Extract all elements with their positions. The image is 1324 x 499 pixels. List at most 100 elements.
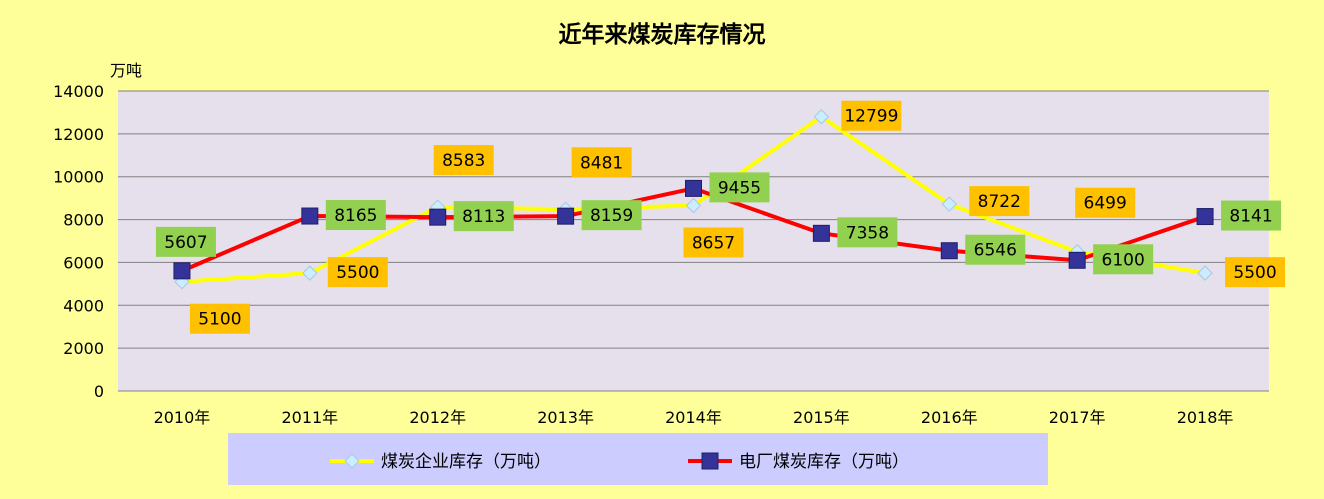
y-axis-unit-label: 万吨 xyxy=(110,61,142,80)
data-label-value: 5500 xyxy=(336,263,379,283)
data-label-value: 8481 xyxy=(580,153,623,173)
y-axis-ticks: 0 2000 4000 6000 8000 10000 12000 14000 xyxy=(53,82,104,401)
data-label-series-0: 8722 xyxy=(969,186,1030,217)
gridlines xyxy=(118,90,1269,392)
data-label-box xyxy=(189,303,250,334)
y-tick-label: 6000 xyxy=(63,253,104,272)
series-markers xyxy=(173,109,1214,290)
data-label-value: 5100 xyxy=(198,310,241,330)
data-label-box xyxy=(327,257,388,288)
data-label-series-0: 12799 xyxy=(841,100,902,131)
x-tick-label: 2011年 xyxy=(281,408,338,427)
data-label-box xyxy=(155,226,216,257)
data-label-value: 6546 xyxy=(974,241,1017,261)
data-label-series-0: 5500 xyxy=(327,257,388,288)
data-label-value: 6100 xyxy=(1102,250,1145,270)
data-label-series-0: 8657 xyxy=(683,227,744,258)
x-axis-ticks: 2010年 2011年 2012年 2013年 2014年 2015年 2016年 2017年… xyxy=(154,408,1234,427)
data-label-value: 7358 xyxy=(846,223,889,243)
data-label-box xyxy=(433,145,494,176)
data-label-series-1: 8165 xyxy=(325,200,386,231)
data-label-value: 8165 xyxy=(334,206,377,226)
x-tick-label: 2017年 xyxy=(1049,408,1106,427)
data-label-series-0: 8583 xyxy=(433,145,494,176)
data-label-value: 8141 xyxy=(1229,207,1272,227)
data-label-value: 5607 xyxy=(164,233,207,253)
data-label-box xyxy=(1225,257,1286,288)
series-1-point xyxy=(940,242,958,260)
series-1-point xyxy=(1068,251,1086,269)
series-1-point xyxy=(557,207,575,225)
data-label-box xyxy=(1093,244,1154,275)
x-tick-label: 2014年 xyxy=(665,408,722,427)
series-1-point xyxy=(429,208,447,226)
data-label-box xyxy=(581,200,642,231)
data-label-series-0: 8481 xyxy=(571,147,632,178)
data-label-box xyxy=(709,172,770,203)
data-label-series-0: 5500 xyxy=(1225,257,1286,288)
y-tick-label: 0 xyxy=(94,382,104,401)
data-label-value: 8583 xyxy=(442,151,485,171)
series-0-point xyxy=(1197,265,1213,281)
data-label-series-1: 8113 xyxy=(453,201,514,232)
data-label-value: 8722 xyxy=(978,192,1021,212)
data-label-box xyxy=(965,234,1026,265)
data-label-box xyxy=(969,186,1030,217)
legend-label: 煤炭企业库存（万吨） xyxy=(381,452,551,472)
legend-marker xyxy=(701,452,719,470)
data-label-value: 6499 xyxy=(1084,194,1127,214)
x-tick-label: 2013年 xyxy=(537,408,594,427)
data-label-series-1: 8141 xyxy=(1221,200,1282,231)
x-tick-label: 2015年 xyxy=(793,408,850,427)
data-label-box xyxy=(453,201,514,232)
y-tick-label: 8000 xyxy=(63,211,104,230)
series-1-point xyxy=(1196,208,1214,226)
data-labels: 5100 5500 8583 8481 8657 12799 8722 6499 5500 560… xyxy=(155,100,1286,334)
series-1-point xyxy=(301,207,319,225)
series-0-point xyxy=(813,109,830,125)
series-1-point xyxy=(685,179,702,197)
legend-marker xyxy=(344,453,360,469)
series-0-point xyxy=(941,196,957,212)
data-label-box xyxy=(1221,200,1282,231)
data-label-box xyxy=(837,217,898,248)
data-label-series-1: 7358 xyxy=(837,217,898,248)
data-label-box xyxy=(683,227,744,258)
legend-item-0: 煤炭企业库存（万吨） xyxy=(330,452,551,472)
data-label-series-0: 6499 xyxy=(1075,187,1136,218)
data-label-value: 12799 xyxy=(844,107,898,127)
data-label-box xyxy=(571,147,632,178)
y-tick-label: 2000 xyxy=(63,339,104,358)
data-label-box xyxy=(1075,187,1136,218)
chart-title: 近年来煤炭库存情况 xyxy=(559,21,766,48)
legend-label: 电厂煤炭库存（万吨） xyxy=(739,452,909,472)
data-label-box xyxy=(325,200,386,231)
y-tick-label: 12000 xyxy=(53,125,104,144)
y-tick-label: 10000 xyxy=(53,168,104,187)
data-label-series-1: 6546 xyxy=(965,234,1026,265)
series-0-point xyxy=(685,197,702,214)
x-tick-label: 2016年 xyxy=(921,408,978,427)
data-label-value: 8113 xyxy=(462,207,505,227)
legend: 煤炭企业库存（万吨） 电厂煤炭库存（万吨） xyxy=(330,452,909,472)
data-label-series-1: 8159 xyxy=(581,200,642,231)
data-label-box xyxy=(841,100,902,131)
series-0-point xyxy=(302,265,318,281)
data-label-value: 8657 xyxy=(692,233,735,253)
series-1-point xyxy=(173,262,191,280)
y-tick-label: 14000 xyxy=(53,82,104,101)
legend-item-1: 电厂煤炭库存（万吨） xyxy=(688,452,909,472)
data-label-value: 8159 xyxy=(590,206,633,226)
data-label-series-0: 5100 xyxy=(189,303,250,334)
data-label-series-1: 6100 xyxy=(1093,244,1154,275)
data-label-value: 5500 xyxy=(1233,263,1276,283)
data-label-series-1: 5607 xyxy=(155,226,216,257)
data-label-series-1: 9455 xyxy=(709,172,770,203)
x-tick-label: 2018年 xyxy=(1177,408,1234,427)
x-tick-label: 2012年 xyxy=(409,408,466,427)
data-label-value: 9455 xyxy=(718,178,761,198)
series-1-point xyxy=(812,224,830,242)
x-tick-label: 2010年 xyxy=(154,408,211,427)
y-tick-label: 4000 xyxy=(63,296,104,315)
